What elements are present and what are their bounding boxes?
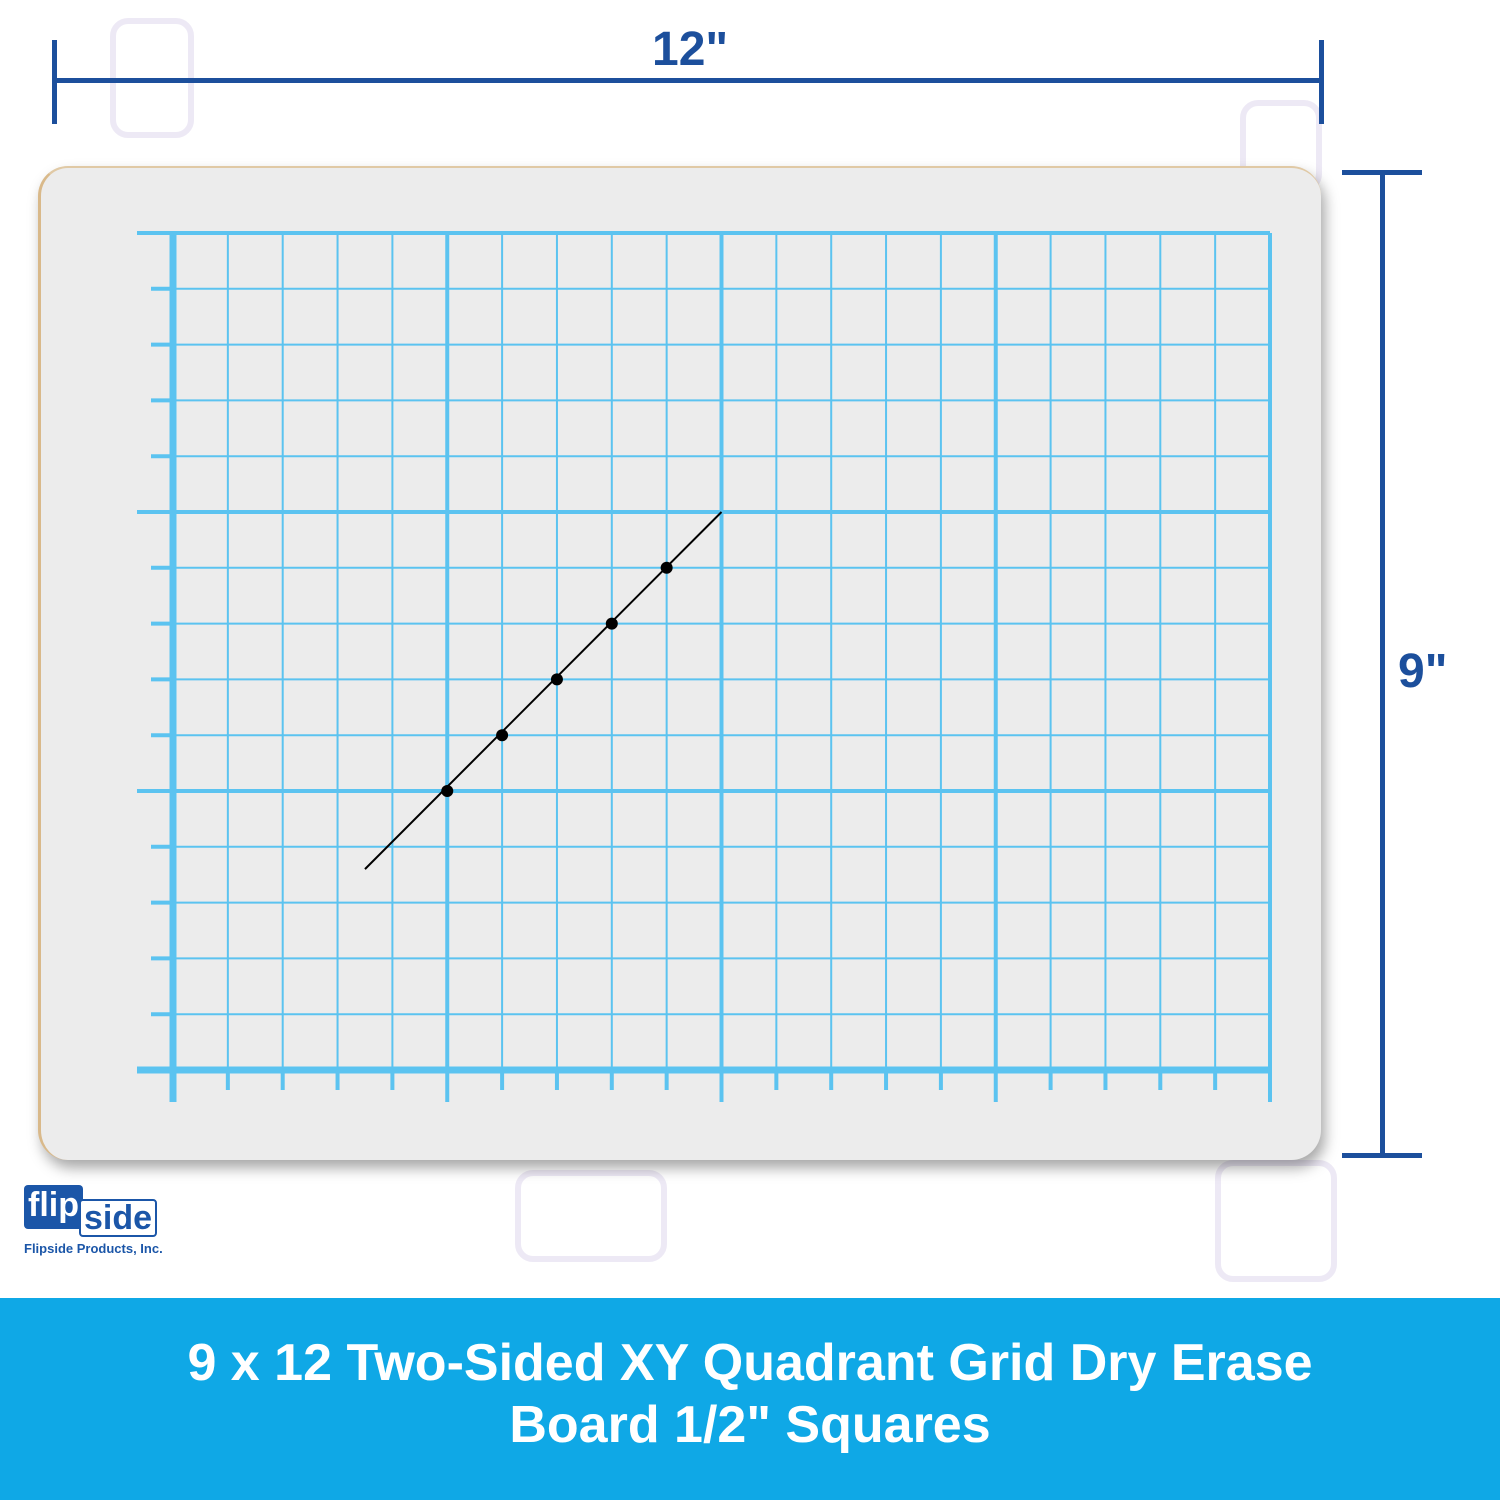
company-name: Flipside Products, Inc. — [24, 1241, 163, 1256]
title-banner: 9 x 12 Two-Sided XY Quadrant Grid Dry Er… — [0, 1298, 1500, 1500]
plotted-point — [441, 785, 454, 797]
title-line-2: Board 1/2" Squares — [509, 1396, 991, 1454]
height-dimension: 9" — [1342, 170, 1454, 1158]
phone-icon-bg — [1215, 1160, 1337, 1282]
logo-flip: flip — [24, 1185, 83, 1229]
laptop-icon-bg — [515, 1170, 667, 1262]
width-dimension: 12" — [52, 22, 1324, 124]
flipside-logo: flip side Flipside Products, Inc. — [24, 1185, 163, 1256]
plotted-point — [660, 561, 673, 574]
plotted-point — [550, 673, 563, 686]
width-label: 12" — [642, 22, 739, 77]
logo-side: side — [78, 1199, 158, 1237]
height-label: 9" — [1392, 640, 1454, 703]
title-line-1: 9 x 12 Two-Sided XY Quadrant Grid Dry Er… — [187, 1334, 1313, 1392]
dry-erase-board — [38, 166, 1321, 1160]
plotted-point — [605, 617, 618, 630]
plotted-point — [496, 729, 509, 742]
